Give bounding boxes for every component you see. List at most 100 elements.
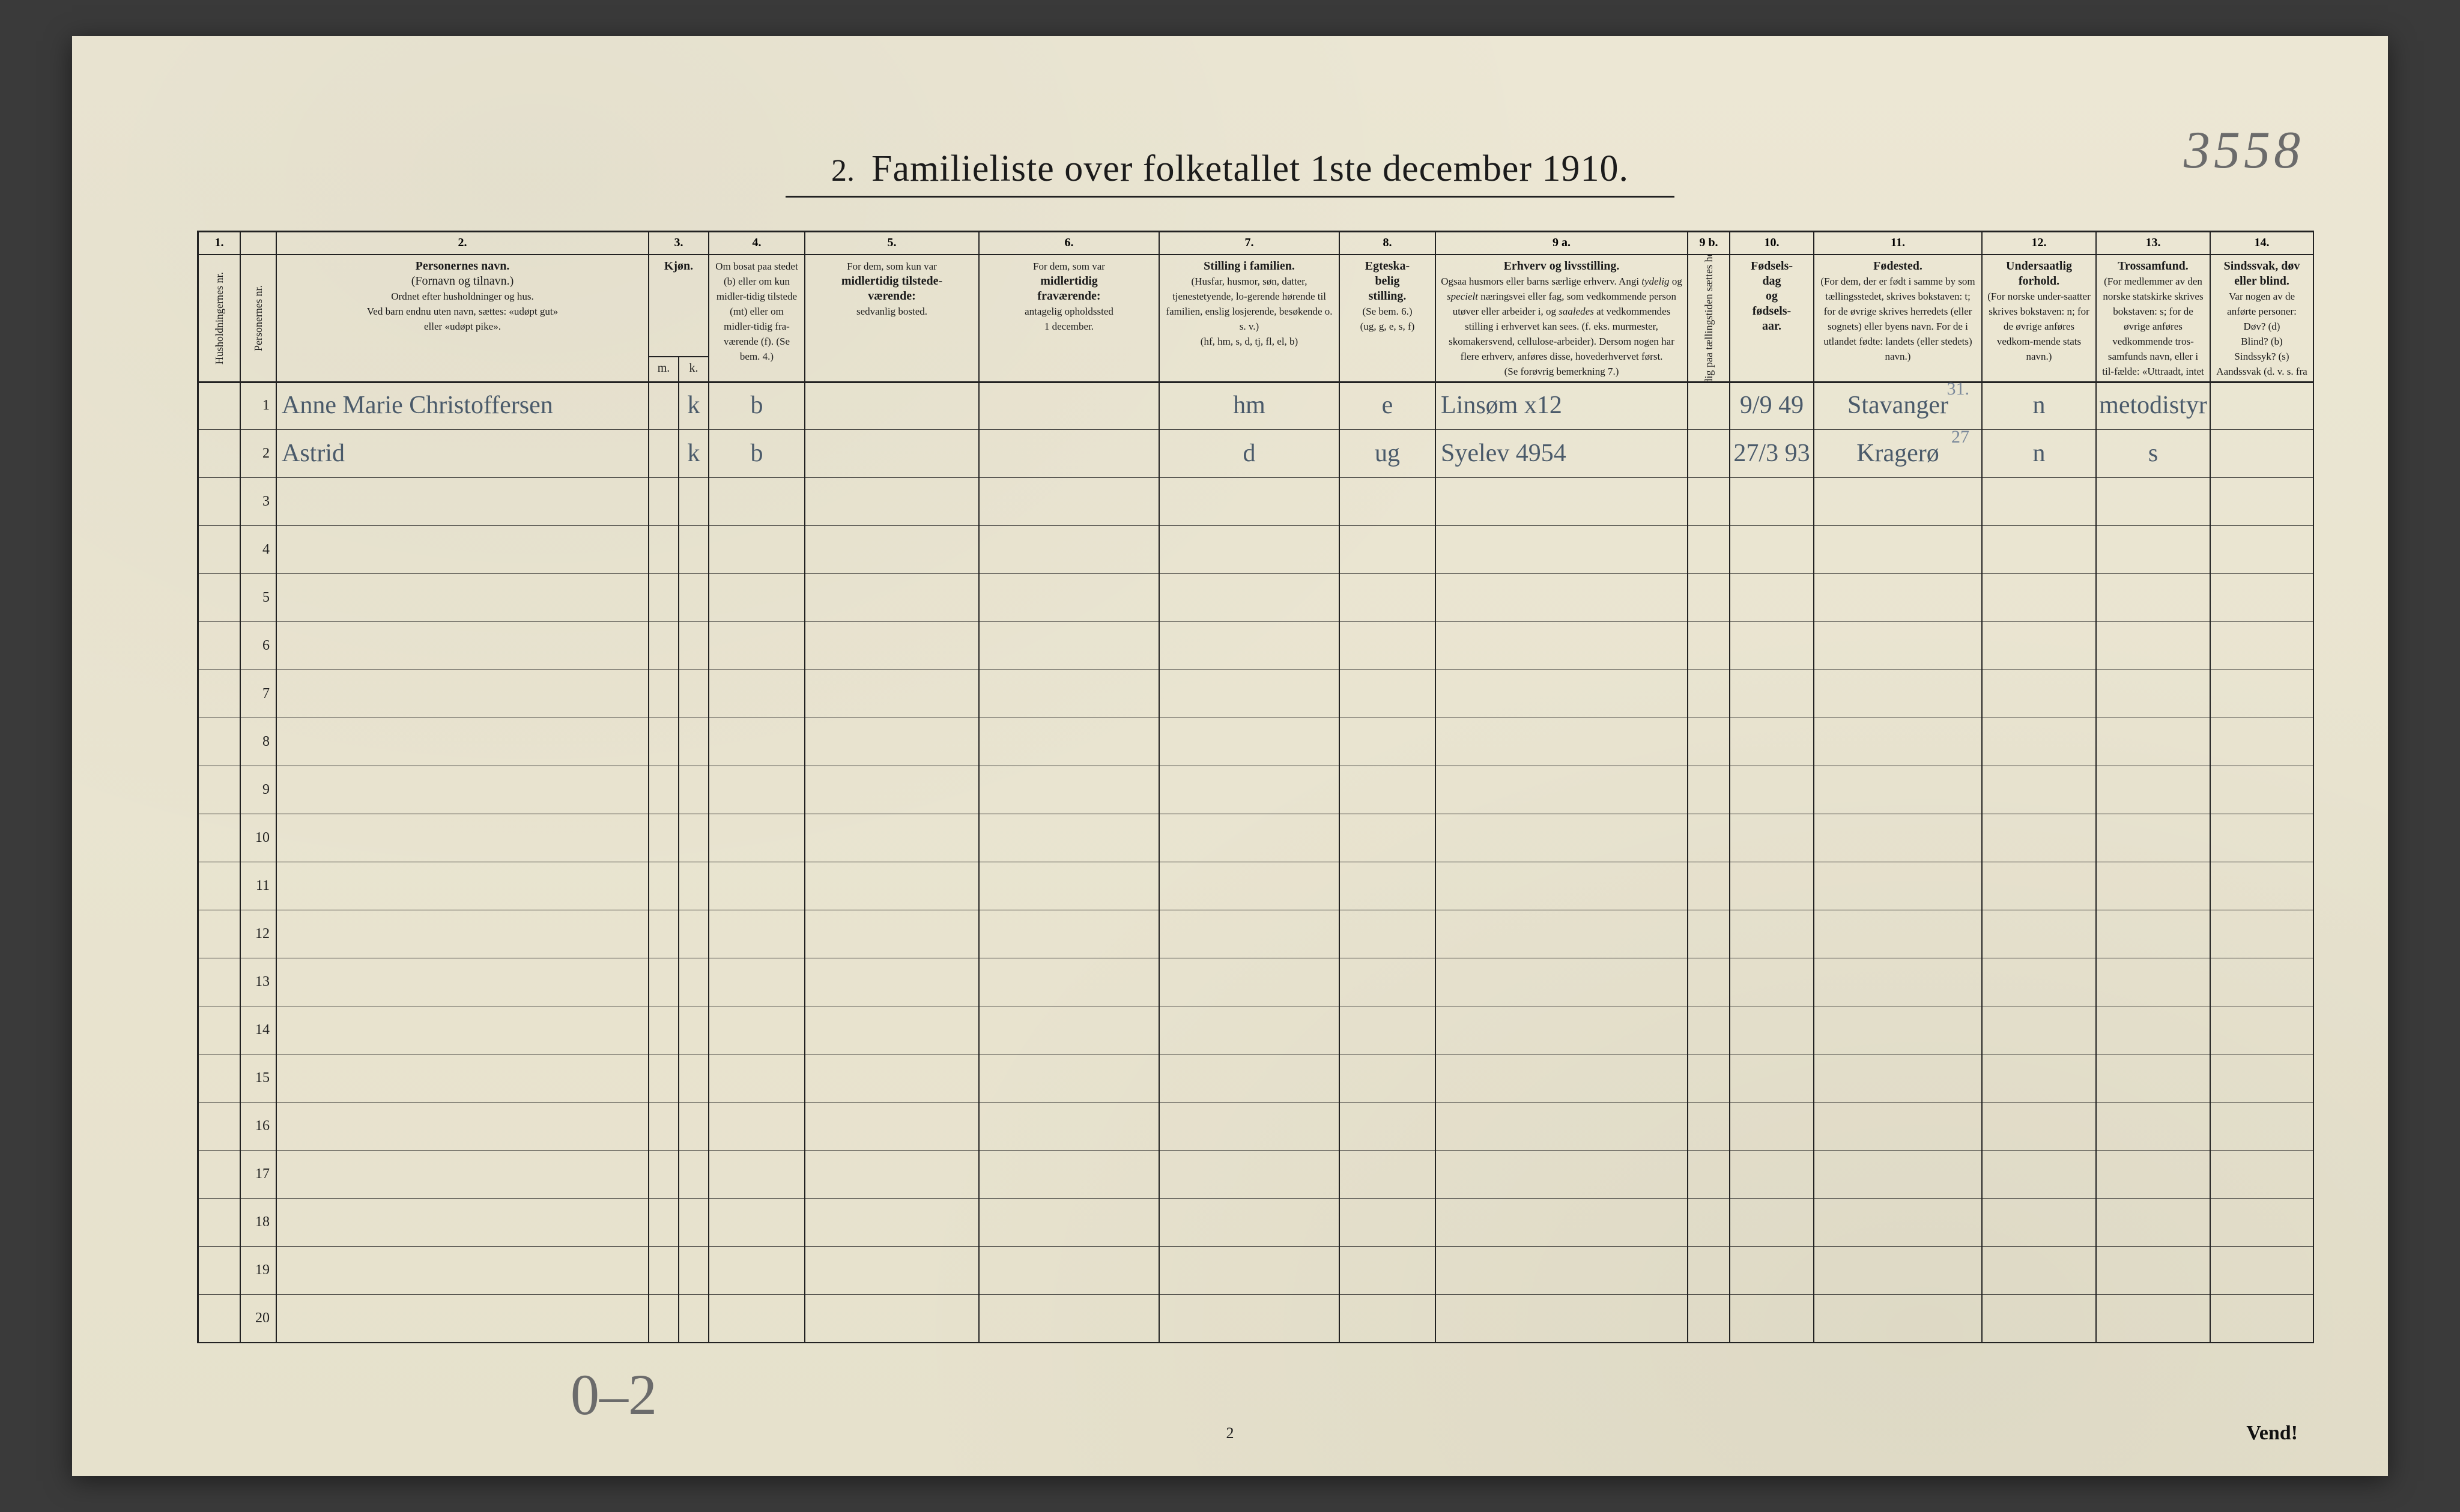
table-cell — [1436, 1006, 1688, 1054]
table-cell — [277, 477, 649, 525]
title-text: Familieliste over folketallet 1ste decem… — [871, 148, 1629, 189]
table-cell — [1340, 910, 1436, 958]
table-cell — [649, 766, 679, 814]
table-cell — [709, 477, 805, 525]
table-cell — [1983, 525, 2097, 573]
handwritten-entry: Astrid — [282, 439, 345, 468]
table-cell — [1688, 429, 1730, 477]
table-cell — [805, 381, 980, 429]
table-row: 15 — [199, 1054, 2313, 1102]
column-header: For dem, som kun varmidlertidig tilstede… — [805, 255, 980, 381]
table-cell — [199, 910, 241, 958]
table-cell — [1688, 1294, 1730, 1342]
table-cell — [709, 1198, 805, 1246]
table-cell — [980, 573, 1160, 621]
table-cell — [679, 1150, 709, 1198]
superscript-note: 31. — [1947, 379, 1970, 399]
table-cell — [1340, 1198, 1436, 1246]
table-cell — [2211, 573, 2313, 621]
handwritten-entry: d — [1243, 439, 1256, 468]
table-cell — [1730, 958, 1814, 1006]
table-cell — [199, 573, 241, 621]
table-cell — [1983, 910, 2097, 958]
table-cell — [1160, 1198, 1340, 1246]
table-cell — [805, 1150, 980, 1198]
table-cell — [1160, 766, 1340, 814]
table-cell — [805, 910, 980, 958]
table-cell — [1730, 1198, 1814, 1246]
table-cell — [1814, 814, 1983, 862]
table-cell: metodistyr — [2097, 381, 2211, 429]
table-cell — [1160, 814, 1340, 862]
table-cell — [1340, 573, 1436, 621]
table-cell — [980, 429, 1160, 477]
table-cell — [649, 573, 679, 621]
table-cell: s — [2097, 429, 2211, 477]
table-cell — [679, 1198, 709, 1246]
table-cell — [980, 1198, 1160, 1246]
handwritten-entry: n — [2033, 391, 2046, 420]
table-cell — [199, 958, 241, 1006]
column-number: 9 b. — [1688, 232, 1730, 255]
table-cell — [277, 814, 649, 862]
table-cell — [1814, 1198, 1983, 1246]
handwritten-entry: k — [688, 391, 700, 420]
table-cell — [2211, 1006, 2313, 1054]
table-cell — [1814, 1006, 1983, 1054]
table-cell — [649, 718, 679, 766]
table-cell — [980, 814, 1160, 862]
table-cell — [2211, 1150, 2313, 1198]
table-cell — [1436, 1054, 1688, 1102]
table-cell — [1688, 1054, 1730, 1102]
table-cell: 13 — [241, 958, 277, 1006]
column-number — [241, 232, 277, 255]
table-cell: d — [1160, 429, 1340, 477]
column-number: 5. — [805, 232, 980, 255]
table-cell — [2211, 381, 2313, 429]
table-cell — [1983, 621, 2097, 670]
table-cell — [2211, 525, 2313, 573]
table-cell — [679, 958, 709, 1006]
handwritten-entry: Kragerø — [1856, 439, 1939, 468]
table-cell — [199, 1150, 241, 1198]
table-cell: 12 — [241, 910, 277, 958]
handwritten-entry: k — [688, 439, 700, 468]
table-cell — [2211, 1198, 2313, 1246]
table-cell — [709, 910, 805, 958]
table-cell — [277, 766, 649, 814]
table-cell — [1730, 525, 1814, 573]
table-cell — [649, 477, 679, 525]
table-cell: 10 — [241, 814, 277, 862]
table-cell — [1340, 1054, 1436, 1102]
column-number: 8. — [1340, 232, 1436, 255]
table-cell — [2097, 1150, 2211, 1198]
table-cell — [679, 1102, 709, 1150]
table-cell — [2211, 862, 2313, 910]
column-number: 1. — [199, 232, 241, 255]
table-cell — [649, 621, 679, 670]
table-cell — [1983, 814, 2097, 862]
table-cell: b — [709, 429, 805, 477]
column-header: Hvis arbeidsledig paa tællingstiden sætt… — [1688, 255, 1730, 381]
table-cell — [1160, 670, 1340, 718]
table-cell — [1340, 621, 1436, 670]
table-cell — [679, 1246, 709, 1294]
male-col: m. — [649, 357, 679, 381]
table-cell — [1730, 1246, 1814, 1294]
form-title: 2. Familieliste over folketallet 1ste de… — [72, 148, 2388, 190]
column-header: Sindssvak, døveller blind.Var nogen av d… — [2211, 255, 2313, 381]
table-cell: 27/3 93 — [1730, 429, 1814, 477]
table-cell — [1160, 862, 1340, 910]
table-cell — [2097, 862, 2211, 910]
table-cell — [649, 1246, 679, 1294]
table-cell: 8 — [241, 718, 277, 766]
table-cell — [679, 573, 709, 621]
table-cell — [805, 1246, 980, 1294]
table-cell — [2211, 1102, 2313, 1150]
table-cell — [2211, 477, 2313, 525]
table-cell: 14 — [241, 1006, 277, 1054]
table-cell — [199, 814, 241, 862]
table-cell — [1436, 910, 1688, 958]
table-cell — [1340, 1246, 1436, 1294]
table-row: 9 — [199, 766, 2313, 814]
